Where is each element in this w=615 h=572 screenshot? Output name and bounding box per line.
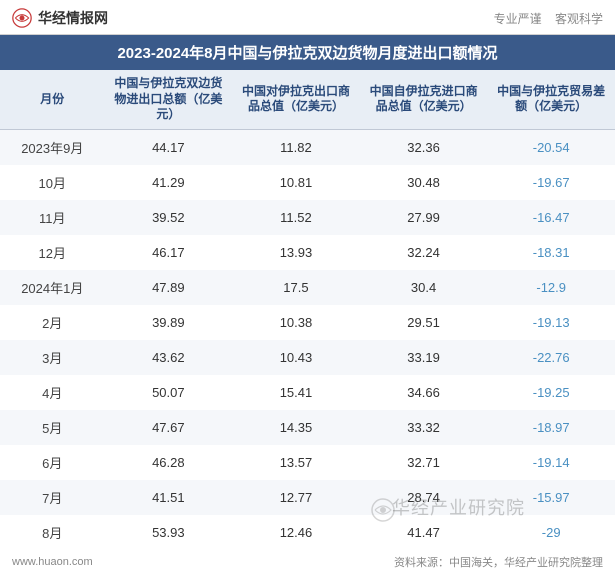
cell-month: 5月: [0, 410, 105, 445]
cell-month: 7月: [0, 480, 105, 515]
col-total: 中国与伊拉克双边货物进出口总额（亿美元）: [105, 70, 233, 129]
cell-total: 41.29: [105, 165, 233, 200]
cell-import: 30.48: [360, 165, 488, 200]
cell-import: 41.47: [360, 515, 488, 550]
cell-export: 13.57: [232, 445, 360, 480]
cell-export: 11.82: [232, 129, 360, 165]
cell-month: 12月: [0, 235, 105, 270]
cell-export: 12.46: [232, 515, 360, 550]
cell-export: 10.38: [232, 305, 360, 340]
table-row: 11月39.5211.5227.99-16.47: [0, 200, 615, 235]
col-month: 月份: [0, 70, 105, 129]
cell-month: 11月: [0, 200, 105, 235]
data-table-container: 月份 中国与伊拉克双边货物进出口总额（亿美元） 中国对伊拉克出口商品总值（亿美元…: [0, 70, 615, 550]
cell-balance: -18.97: [487, 410, 615, 445]
footer-url: www.huaon.com: [12, 556, 93, 568]
table-row: 2023年9月44.1711.8232.36-20.54: [0, 129, 615, 165]
cell-export: 17.5: [232, 270, 360, 305]
cell-export: 13.93: [232, 235, 360, 270]
header-tagline: 专业严谨 客观科学: [494, 10, 603, 27]
cell-balance: -29: [487, 515, 615, 550]
table-row: 2024年1月47.8917.530.4-12.9: [0, 270, 615, 305]
cell-import: 34.66: [360, 375, 488, 410]
cell-total: 46.28: [105, 445, 233, 480]
table-header-row: 月份 中国与伊拉克双边货物进出口总额（亿美元） 中国对伊拉克出口商品总值（亿美元…: [0, 70, 615, 129]
table-row: 2月39.8910.3829.51-19.13: [0, 305, 615, 340]
cell-balance: -19.14: [487, 445, 615, 480]
cell-balance: -16.47: [487, 200, 615, 235]
cell-month: 10月: [0, 165, 105, 200]
footer-source: 资料来源：中国海关，华经产业研究院整理: [394, 554, 603, 570]
cell-total: 47.67: [105, 410, 233, 445]
cell-total: 53.93: [105, 515, 233, 550]
cell-import: 29.51: [360, 305, 488, 340]
cell-import: 32.71: [360, 445, 488, 480]
page-header: 华经情报网 专业严谨 客观科学: [0, 0, 615, 35]
cell-total: 43.62: [105, 340, 233, 375]
table-row: 5月47.6714.3533.32-18.97: [0, 410, 615, 445]
cell-month: 6月: [0, 445, 105, 480]
cell-total: 47.89: [105, 270, 233, 305]
cell-month: 2月: [0, 305, 105, 340]
table-body: 2023年9月44.1711.8232.36-20.5410月41.2910.8…: [0, 129, 615, 550]
table-row: 7月41.5112.7728.74-15.97: [0, 480, 615, 515]
cell-month: 8月: [0, 515, 105, 550]
cell-import: 32.36: [360, 129, 488, 165]
logo-icon: [12, 8, 32, 28]
cell-month: 3月: [0, 340, 105, 375]
cell-import: 27.99: [360, 200, 488, 235]
cell-import: 33.32: [360, 410, 488, 445]
cell-balance: -19.67: [487, 165, 615, 200]
cell-export: 10.43: [232, 340, 360, 375]
cell-month: 4月: [0, 375, 105, 410]
table-row: 3月43.6210.4333.19-22.76: [0, 340, 615, 375]
header-left: 华经情报网: [12, 8, 108, 28]
cell-balance: -22.76: [487, 340, 615, 375]
cell-total: 44.17: [105, 129, 233, 165]
cell-balance: -19.13: [487, 305, 615, 340]
brand-name: 华经情报网: [38, 8, 108, 28]
col-balance: 中国与伊拉克贸易差额（亿美元）: [487, 70, 615, 129]
table-row: 12月46.1713.9332.24-18.31: [0, 235, 615, 270]
cell-balance: -18.31: [487, 235, 615, 270]
cell-total: 41.51: [105, 480, 233, 515]
data-table: 月份 中国与伊拉克双边货物进出口总额（亿美元） 中国对伊拉克出口商品总值（亿美元…: [0, 70, 615, 550]
cell-export: 14.35: [232, 410, 360, 445]
cell-export: 12.77: [232, 480, 360, 515]
cell-import: 28.74: [360, 480, 488, 515]
col-import: 中国自伊拉克进口商品总值（亿美元）: [360, 70, 488, 129]
tagline-left: 专业严谨: [494, 12, 542, 26]
cell-total: 50.07: [105, 375, 233, 410]
tagline-right: 客观科学: [555, 12, 603, 26]
table-title: 2023-2024年8月中国与伊拉克双边货物月度进出口额情况: [0, 35, 615, 70]
cell-month: 2024年1月: [0, 270, 105, 305]
cell-import: 32.24: [360, 235, 488, 270]
cell-import: 33.19: [360, 340, 488, 375]
cell-balance: -20.54: [487, 129, 615, 165]
cell-total: 39.52: [105, 200, 233, 235]
cell-balance: -15.97: [487, 480, 615, 515]
cell-month: 2023年9月: [0, 129, 105, 165]
cell-total: 39.89: [105, 305, 233, 340]
cell-export: 10.81: [232, 165, 360, 200]
col-export: 中国对伊拉克出口商品总值（亿美元）: [232, 70, 360, 129]
cell-export: 15.41: [232, 375, 360, 410]
cell-balance: -12.9: [487, 270, 615, 305]
table-row: 4月50.0715.4134.66-19.25: [0, 375, 615, 410]
cell-total: 46.17: [105, 235, 233, 270]
cell-export: 11.52: [232, 200, 360, 235]
table-row: 10月41.2910.8130.48-19.67: [0, 165, 615, 200]
cell-balance: -19.25: [487, 375, 615, 410]
table-row: 6月46.2813.5732.71-19.14: [0, 445, 615, 480]
table-row: 8月53.9312.4641.47-29: [0, 515, 615, 550]
page-footer: www.huaon.com 资料来源：中国海关，华经产业研究院整理: [0, 550, 615, 572]
cell-import: 30.4: [360, 270, 488, 305]
